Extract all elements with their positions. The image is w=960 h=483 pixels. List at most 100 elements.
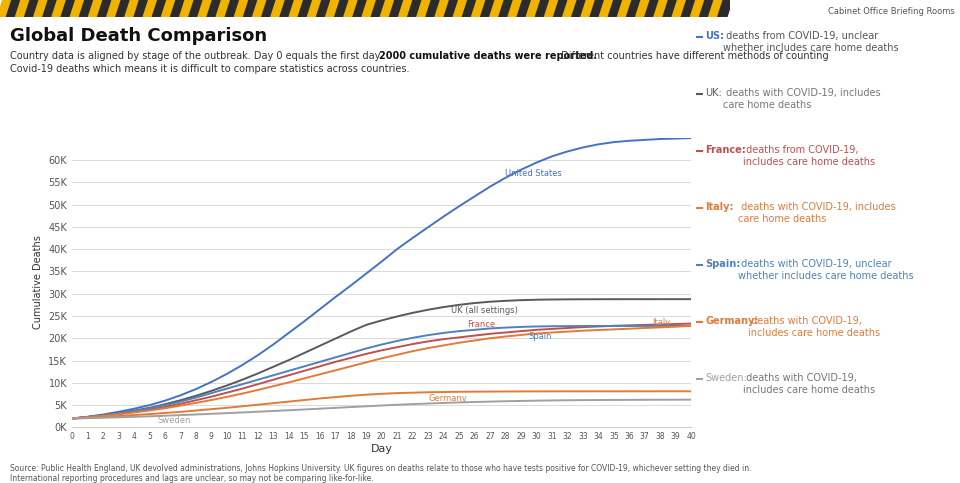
- Polygon shape: [34, 0, 48, 17]
- Polygon shape: [189, 0, 204, 17]
- Polygon shape: [0, 0, 12, 17]
- Polygon shape: [143, 0, 157, 17]
- Polygon shape: [563, 0, 577, 17]
- Polygon shape: [372, 0, 386, 17]
- Polygon shape: [554, 0, 568, 17]
- Polygon shape: [307, 0, 322, 17]
- Polygon shape: [672, 0, 686, 17]
- Polygon shape: [125, 0, 139, 17]
- Polygon shape: [536, 0, 550, 17]
- Polygon shape: [581, 0, 595, 17]
- Polygon shape: [88, 0, 103, 17]
- Polygon shape: [7, 0, 21, 17]
- Text: Source: Public Health England, UK devolved administrations, Johns Hopkins Univer: Source: Public Health England, UK devolv…: [10, 464, 751, 483]
- Polygon shape: [700, 0, 714, 17]
- Polygon shape: [380, 0, 395, 17]
- Text: Spain: Spain: [529, 331, 552, 341]
- Text: Different countries have different methods of counting: Different countries have different metho…: [558, 51, 828, 61]
- Text: Germany: Germany: [428, 394, 467, 402]
- Polygon shape: [52, 0, 66, 17]
- Polygon shape: [80, 0, 94, 17]
- Polygon shape: [325, 0, 340, 17]
- Text: Spain:: Spain:: [706, 259, 741, 270]
- Polygon shape: [463, 0, 477, 17]
- Polygon shape: [271, 0, 285, 17]
- Polygon shape: [171, 0, 185, 17]
- Text: Sweden: Sweden: [157, 416, 190, 425]
- Polygon shape: [390, 0, 404, 17]
- Text: UK:: UK:: [706, 88, 722, 99]
- Text: deaths from COVID-19,
includes care home deaths: deaths from COVID-19, includes care home…: [743, 145, 876, 167]
- Polygon shape: [417, 0, 431, 17]
- Polygon shape: [161, 0, 176, 17]
- Polygon shape: [15, 0, 30, 17]
- Polygon shape: [499, 0, 514, 17]
- Text: United States: United States: [505, 169, 563, 178]
- Polygon shape: [25, 0, 39, 17]
- Polygon shape: [317, 0, 331, 17]
- Polygon shape: [517, 0, 532, 17]
- Polygon shape: [262, 0, 276, 17]
- Polygon shape: [43, 0, 58, 17]
- Text: US:: US:: [706, 31, 725, 42]
- Polygon shape: [344, 0, 358, 17]
- Polygon shape: [180, 0, 194, 17]
- Polygon shape: [627, 0, 641, 17]
- Polygon shape: [663, 0, 678, 17]
- Polygon shape: [216, 0, 230, 17]
- X-axis label: Day: Day: [371, 444, 393, 454]
- Polygon shape: [426, 0, 441, 17]
- Polygon shape: [107, 0, 121, 17]
- Y-axis label: Cumulative Deaths: Cumulative Deaths: [33, 236, 42, 329]
- Text: deaths with COVID-19,
includes care home deaths: deaths with COVID-19, includes care home…: [749, 316, 880, 338]
- Polygon shape: [252, 0, 267, 17]
- Text: deaths with COVID-19, includes
care home deaths: deaths with COVID-19, includes care home…: [738, 202, 896, 224]
- Polygon shape: [234, 0, 249, 17]
- Text: deaths with COVID-19, unclear
whether includes care home deaths: deaths with COVID-19, unclear whether in…: [738, 259, 914, 281]
- Polygon shape: [207, 0, 222, 17]
- Polygon shape: [453, 0, 468, 17]
- Polygon shape: [508, 0, 522, 17]
- Polygon shape: [353, 0, 368, 17]
- Text: Country data is aligned by stage of the outbreak. Day 0 equals the first day: Country data is aligned by stage of the …: [10, 51, 383, 61]
- Text: Covid-19 deaths which means it is difficult to compare statistics across countri: Covid-19 deaths which means it is diffic…: [10, 64, 409, 74]
- Polygon shape: [544, 0, 559, 17]
- Polygon shape: [289, 0, 303, 17]
- Polygon shape: [198, 0, 212, 17]
- Polygon shape: [335, 0, 349, 17]
- Text: deaths with COVID-19, includes
care home deaths: deaths with COVID-19, includes care home…: [724, 88, 881, 110]
- Text: France: France: [467, 320, 494, 328]
- Polygon shape: [408, 0, 422, 17]
- Polygon shape: [617, 0, 632, 17]
- Text: 2000 cumulative deaths were reported.: 2000 cumulative deaths were reported.: [379, 51, 597, 61]
- Polygon shape: [226, 0, 240, 17]
- Polygon shape: [682, 0, 696, 17]
- Polygon shape: [572, 0, 587, 17]
- Polygon shape: [609, 0, 623, 17]
- Polygon shape: [61, 0, 76, 17]
- Text: deaths from COVID-19, unclear
whether includes care home deaths: deaths from COVID-19, unclear whether in…: [724, 31, 900, 53]
- Polygon shape: [299, 0, 313, 17]
- Text: Germany:: Germany:: [706, 316, 759, 327]
- Polygon shape: [599, 0, 613, 17]
- Polygon shape: [244, 0, 258, 17]
- Text: France:: France:: [706, 145, 746, 156]
- Polygon shape: [70, 0, 84, 17]
- Text: deaths with COVID-19,
includes care home deaths: deaths with COVID-19, includes care home…: [743, 373, 876, 395]
- Polygon shape: [481, 0, 495, 17]
- Text: Sweden:: Sweden:: [706, 373, 747, 384]
- Polygon shape: [471, 0, 486, 17]
- Polygon shape: [98, 0, 112, 17]
- Polygon shape: [280, 0, 295, 17]
- Polygon shape: [590, 0, 605, 17]
- Polygon shape: [398, 0, 413, 17]
- Polygon shape: [435, 0, 449, 17]
- Polygon shape: [636, 0, 650, 17]
- Polygon shape: [718, 0, 732, 17]
- Text: UK (all settings): UK (all settings): [451, 306, 518, 315]
- Polygon shape: [362, 0, 376, 17]
- Polygon shape: [153, 0, 167, 17]
- Polygon shape: [645, 0, 660, 17]
- Polygon shape: [654, 0, 668, 17]
- Text: Global Death Comparison: Global Death Comparison: [10, 27, 267, 44]
